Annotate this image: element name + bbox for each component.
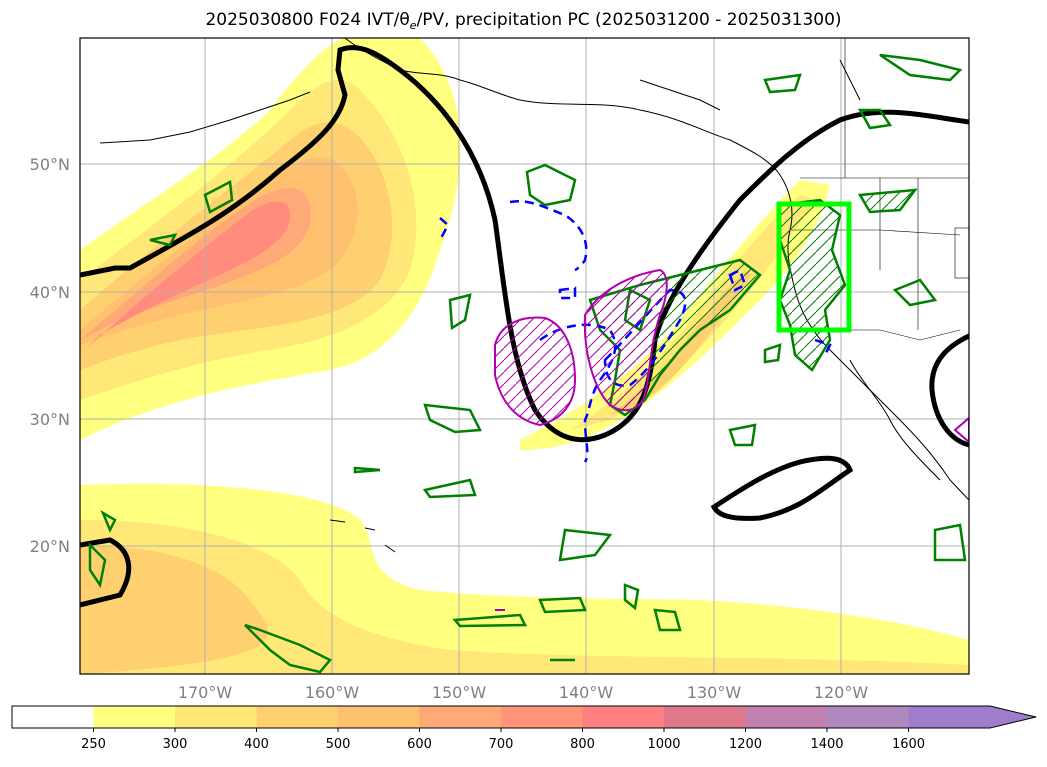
longitude-labels: 170°W 160°W 150°W 140°W 130°W 120°W	[178, 683, 869, 702]
ivt-shading	[80, 38, 969, 674]
colorbar-segment	[256, 706, 339, 728]
colorbar-tick-label: 1000	[647, 737, 680, 752]
colorbar-tick-label: 1200	[729, 737, 762, 752]
lat-label: 20°N	[30, 537, 70, 556]
lon-label: 140°W	[559, 683, 614, 702]
colorbar-segment	[175, 706, 257, 728]
target-region-box	[776, 201, 852, 333]
lon-label: 170°W	[178, 683, 233, 702]
colorbar-segment	[745, 706, 828, 728]
graticule	[80, 38, 969, 674]
figure-title: 2025030800 F024 IVT/θe/PV, precipitation…	[205, 10, 842, 32]
colorbar-extend-triangle	[990, 706, 1036, 728]
lat-label: 40°N	[30, 283, 70, 302]
lat-label: 30°N	[30, 410, 70, 429]
colorbar: 250 300 400 500 600 700 800 1000 1200 1400 1600	[11, 705, 1037, 752]
colorbar-segment	[582, 706, 665, 728]
colorbar-tick-label: 700	[489, 737, 514, 752]
lon-label: 150°W	[432, 683, 487, 702]
lon-label: 120°W	[814, 683, 869, 702]
colorbar-tick-label: 400	[244, 737, 269, 752]
colorbar-tick-label: 600	[407, 737, 432, 752]
colorbar-segment	[908, 706, 991, 728]
colorbar-segment	[664, 706, 746, 728]
colorbar-tick-label: 1400	[810, 737, 843, 752]
colorbar-tick-label: 300	[163, 737, 188, 752]
latitude-labels: 50°N 40°N 30°N 20°N	[30, 155, 70, 556]
coastlines	[99, 38, 969, 553]
colorbar-tick-label: 500	[326, 737, 351, 752]
colorbar-outline	[11, 705, 1037, 729]
colorbar-segment	[501, 706, 583, 728]
lon-label: 160°W	[305, 683, 360, 702]
colorbar-segment	[338, 706, 420, 728]
colorbar-tick-label: 800	[570, 737, 595, 752]
colorbar-tick-label: 250	[81, 737, 106, 752]
colorbar-tick-label: 1600	[892, 737, 925, 752]
lon-label: 130°W	[687, 683, 742, 702]
colorbar-segment	[419, 706, 502, 728]
magenta-contours	[494, 268, 969, 611]
lat-label: 50°N	[30, 155, 70, 174]
map-frame	[79, 37, 970, 675]
colorbar-segment	[93, 706, 176, 728]
colorbar-segment	[827, 706, 909, 728]
colorbar-segment	[12, 706, 94, 728]
